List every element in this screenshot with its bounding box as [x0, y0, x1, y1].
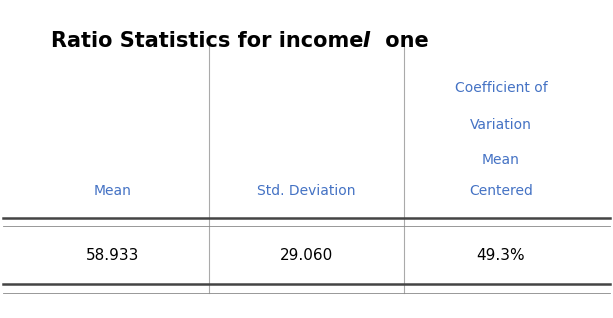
Text: Coefficient of: Coefficient of: [454, 81, 547, 95]
Text: 49.3%: 49.3%: [476, 248, 525, 263]
Text: 29.060: 29.060: [280, 248, 333, 263]
Text: Ratio Statistics for income: Ratio Statistics for income: [51, 31, 371, 51]
Text: Mean: Mean: [482, 153, 520, 167]
Text: I: I: [362, 31, 370, 51]
Text: Mean: Mean: [93, 184, 131, 198]
Text: Std. Deviation: Std. Deviation: [257, 184, 356, 198]
Text: Centered: Centered: [469, 184, 533, 198]
Text: one: one: [378, 31, 429, 51]
Text: 58.933: 58.933: [85, 248, 139, 263]
Text: Variation: Variation: [470, 118, 532, 132]
